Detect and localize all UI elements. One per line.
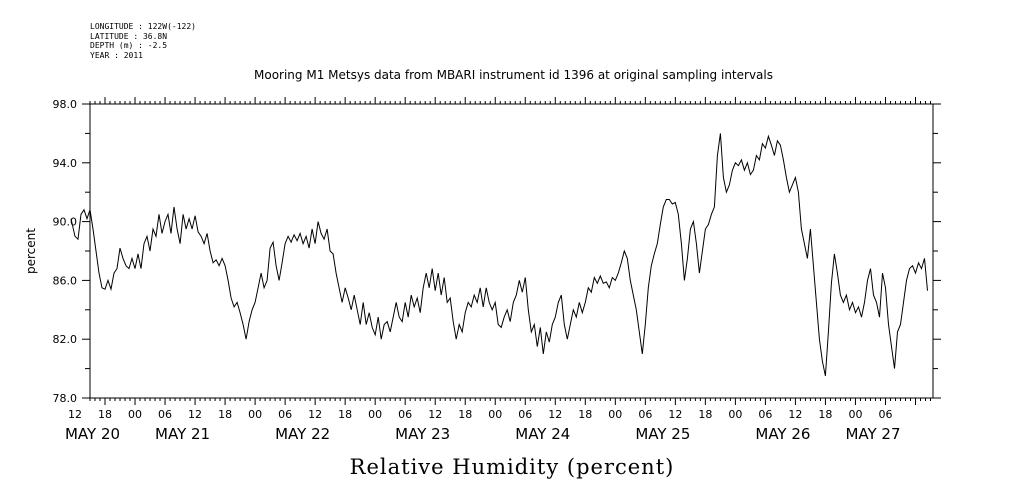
x-day-label: MAY 20 — [65, 425, 120, 443]
x-hour-label: 18 — [98, 408, 112, 421]
x-day-label: MAY 23 — [395, 425, 450, 443]
plot-frame — [89, 103, 934, 399]
x-hour-label: 18 — [458, 408, 472, 421]
x-hour-label: 18 — [218, 408, 232, 421]
x-hour-label: 12 — [788, 408, 802, 421]
x-hour-label: 18 — [698, 408, 712, 421]
x-hour-label: 12 — [68, 408, 82, 421]
x-hour-label: 06 — [878, 408, 892, 421]
tick-labels: 78.0 82.0 86.0 90.0 94.0 98.0 12 18 00 06 12 18 00 06… — [53, 98, 901, 443]
x-hour-label: 12 — [188, 408, 202, 421]
x-hour-label: 06 — [518, 408, 532, 421]
x-hour-label: 12 — [548, 408, 562, 421]
longitude-text: LONGITUDE : 122W(-122) — [90, 22, 196, 31]
x-hour-label: 12 — [668, 408, 682, 421]
y-tick-label: 90.0 — [53, 216, 78, 229]
x-hour-label: 00 — [488, 408, 502, 421]
y-tick-label: 82.0 — [53, 333, 78, 346]
year-text: YEAR : 2011 — [90, 50, 143, 60]
x-day-label: MAY 27 — [845, 425, 900, 443]
depth-text: DEPTH (m) : -2.5 — [90, 41, 168, 50]
humidity-series-line — [70, 133, 928, 377]
x-day-label: MAY 22 — [275, 425, 330, 443]
x-hour-label: 00 — [368, 408, 382, 421]
y-tick-label: 86.0 — [53, 274, 78, 287]
x-hour-label: 06 — [398, 408, 412, 421]
y-tick-label: 78.0 — [53, 392, 78, 405]
x-hour-label: 00 — [608, 408, 622, 421]
x-hour-label: 00 — [728, 408, 742, 421]
metadata-block: LONGITUDE : 122W(-122) LATITUDE : 36.8N … — [90, 22, 196, 60]
y-tick-label: 98.0 — [53, 98, 78, 111]
x-day-label: MAY 26 — [755, 425, 810, 443]
x-day-label: MAY 21 — [155, 425, 210, 443]
x-hour-label: 12 — [308, 408, 322, 421]
x-hour-label: 18 — [578, 408, 592, 421]
x-hour-label: 06 — [278, 408, 292, 421]
x-day-label: MAY 24 — [515, 425, 570, 443]
x-hour-label: 18 — [818, 408, 832, 421]
latitude-text: LATITUDE : 36.8N — [90, 31, 168, 41]
x-hour-label: 06 — [638, 408, 652, 421]
x-axis-label: Relative Humidity (percent) — [349, 455, 675, 479]
x-hour-label: 18 — [338, 408, 352, 421]
x-hour-label: 12 — [428, 408, 442, 421]
x-day-label: MAY 25 — [635, 425, 690, 443]
x-hour-label: 00 — [848, 408, 862, 421]
x-hour-label: 06 — [158, 408, 172, 421]
chart-title: Mooring M1 Metsys data from MBARI instru… — [254, 68, 773, 82]
x-hour-label: 00 — [128, 408, 142, 421]
y-tick-label: 94.0 — [53, 157, 78, 170]
x-hour-label: 06 — [758, 408, 772, 421]
x-hour-label: 00 — [248, 408, 262, 421]
